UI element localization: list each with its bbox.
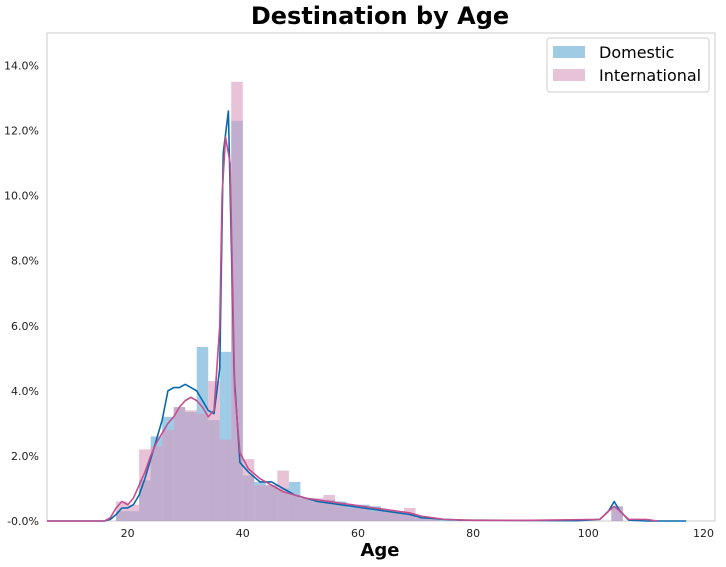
international-bar [300,498,312,521]
international-bar [265,485,278,521]
international-bar [150,446,163,521]
international-bar [323,494,335,521]
x-tick-label: 120 [693,527,714,540]
international-bar [231,81,243,522]
x-axis-ticks: 20 40 60 80 100 120 [121,527,714,540]
x-tick-label: 60 [351,527,365,540]
international-bar [392,511,405,521]
legend-label-international: International [599,66,701,85]
international-bar [381,511,393,521]
y-tick-label: 6.0% [11,320,39,333]
chart-title: Destination by Age [250,2,510,30]
domestic-bar [219,351,232,521]
x-axis-label: Age [360,540,399,561]
legend-box [546,37,710,93]
x-tick-label: 20 [121,527,135,540]
y-tick-label: 12.0% [4,125,39,138]
x-tick-label: 80 [466,527,480,540]
international-bar [357,507,370,521]
international-bar [427,517,439,521]
international-bar [242,459,255,521]
international-bar [127,504,140,521]
international-kde-line [47,136,658,522]
legend-label-domestic: Domestic [599,43,674,62]
international-bar [173,407,186,521]
international-bar [311,498,324,521]
international-bar [334,504,347,521]
legend-swatch-international [553,69,585,81]
y-tick-label: 14.0% [4,60,39,73]
y-tick-label: 10.0% [4,190,39,203]
international-bar [196,413,209,521]
y-tick-label: 8.0% [11,255,39,268]
x-tick-label: 100 [578,527,599,540]
y-axis-ticks: -0.0% 2.0% 4.0% 6.0% 8.0% 10.0% 12.0% 14.0% [4,60,39,528]
international-bar [277,470,289,521]
plot-area [46,32,716,522]
international-bar [208,381,220,521]
international-bar [139,449,151,521]
international-bar [346,507,358,521]
y-tick-label: -0.0% [7,515,39,528]
international-bar [162,429,174,521]
legend-swatch-domestic [553,46,585,58]
y-tick-label: 4.0% [11,385,39,398]
international-bar [288,494,301,521]
international-bar [611,506,623,521]
international-bar [369,511,381,521]
y-tick-label: 2.0% [11,450,39,463]
legend: Domestic International [546,37,710,93]
international-bar [185,410,197,521]
international-bar [415,517,428,521]
international-bars [116,81,623,522]
international-bar [219,439,232,521]
kde-lines [47,110,687,522]
x-tick-label: 40 [236,527,250,540]
domestic-bar [438,519,451,521]
international-bar [254,485,266,521]
international-bar [116,501,128,521]
